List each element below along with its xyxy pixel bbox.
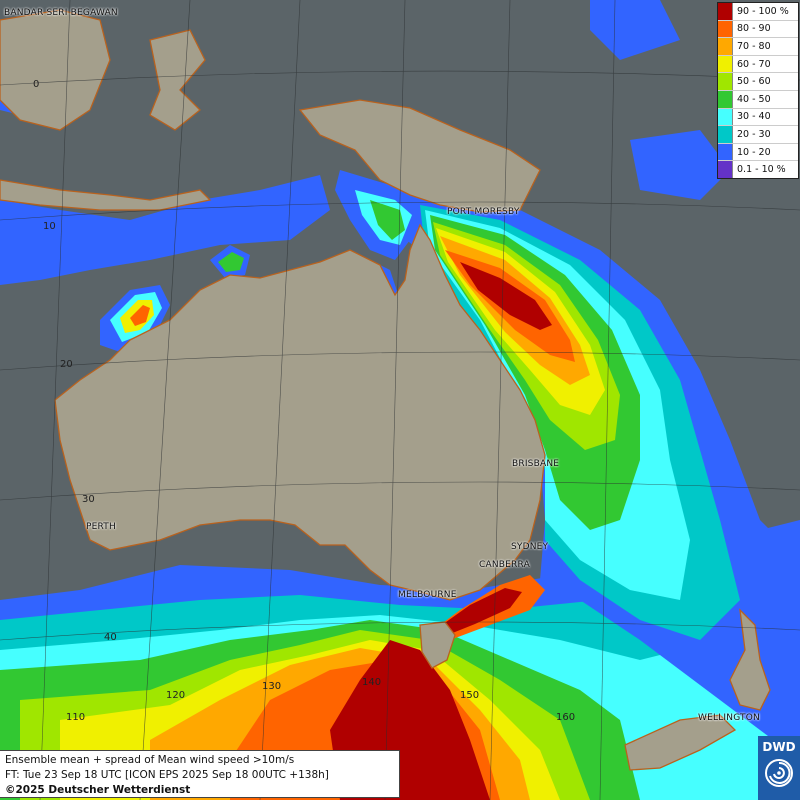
grid-label-lon-110: 110 [66,712,86,723]
legend-swatch [718,90,733,108]
grid-label-lat-0: 0 [33,79,40,90]
legend-label: 70 - 80 [737,40,771,52]
legend-swatch [718,108,733,126]
label-bandar-seri-begawan: BANDAR SERI BEGAWAN [4,8,118,18]
legend-item: 80 - 90 [718,20,798,39]
coral-sea-band [360,195,800,760]
legend-swatch [718,3,733,20]
sulawesi [149,29,206,131]
dwd-logo-text: DWD [762,740,796,754]
legend-swatch [718,143,733,161]
info-title: Ensemble mean + spread of Mean wind spee… [5,754,295,766]
legend-label: 80 - 90 [737,23,771,35]
grid-label-lon-140: 140 [362,677,382,688]
label-canberra: CANBERRA [479,560,530,570]
legend-label: 10 - 20 [737,146,771,158]
label-wellington: WELLINGTON [698,713,760,723]
legend-swatch [718,55,733,73]
label-brisbane: BRISBANE [512,459,560,469]
label-melbourne: MELBOURNE [398,590,457,600]
new-zealand-north [729,608,771,711]
new-guinea [298,99,541,213]
legend-item: 30 - 40 [718,108,798,127]
grid-label-lat-30: 30 [82,494,95,505]
grid-label-lat-20: 20 [60,359,73,370]
info-copyright: ©2025 Deutscher Wetterdienst [5,784,191,796]
legend-item: 70 - 80 [718,38,798,56]
legend-swatch [718,73,733,90]
legend: 90 - 100 % 80 - 90 70 - 80 60 - 70 50 - 60 40… [717,2,799,179]
legend-item: 20 - 30 [718,126,798,144]
legend-item: 60 - 70 [718,55,798,74]
legend-item: 0.1 - 10 % [718,161,798,178]
legend-item: 90 - 100 % [718,3,798,21]
swirl-icon [765,759,793,787]
label-port-moresby: PORT MORESBY [447,207,520,217]
grid-label-lat-10: 10 [43,221,56,232]
info-forecast-time: FT: Tue 23 Sep 18 UTC [ICON EPS 2025 Sep… [5,769,329,781]
grid-label-lon-150: 150 [460,690,480,701]
legend-item: 50 - 60 [718,73,798,91]
grid-label-lat-40: 40 [104,632,117,643]
info-box: Ensemble mean + spread of Mean wind spee… [0,750,400,798]
legend-label: 20 - 30 [737,128,771,140]
legend-swatch [718,20,733,38]
legend-swatch [718,161,733,178]
legend-label: 30 - 40 [737,111,771,123]
new-zealand-south [624,714,737,771]
legend-label: 40 - 50 [737,93,771,105]
legend-item: 40 - 50 [718,90,798,109]
legend-swatch [718,38,733,55]
label-sydney: SYDNEY [511,542,549,552]
legend-swatch [718,126,733,143]
legend-label: 50 - 60 [737,76,771,88]
legend-label: 0.1 - 10 % [737,164,786,176]
grid-label-lon-120: 120 [166,690,186,701]
borneo [0,9,111,131]
legend-label: 60 - 70 [737,58,771,70]
dwd-logo: DWD [758,736,800,800]
landmasses [0,9,771,771]
grid-label-lon-160: 160 [556,712,576,723]
java-islands [0,179,212,211]
southern-ocean-band [0,520,800,800]
legend-label: 90 - 100 % [737,5,789,17]
label-perth: PERTH [86,522,116,532]
grid-label-lon-130: 130 [262,681,282,692]
australia [54,223,546,601]
legend-item: 10 - 20 [718,143,798,162]
